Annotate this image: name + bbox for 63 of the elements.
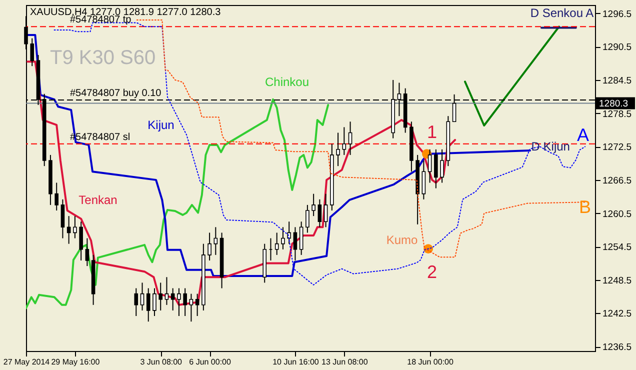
x-tick-label: 10 Jun 16:00 bbox=[272, 358, 320, 366]
y-tick-label: 1266.5 bbox=[602, 175, 632, 186]
y-tick-label: 1236.5 bbox=[602, 342, 632, 354]
candlestick bbox=[312, 193, 316, 217]
candlestick bbox=[336, 132, 340, 167]
annotation: 1 bbox=[426, 122, 438, 142]
annotation: A bbox=[576, 125, 590, 145]
candlestick bbox=[299, 221, 304, 256]
candlestick bbox=[177, 288, 181, 317]
candlestick bbox=[30, 38, 34, 67]
candlestick bbox=[134, 288, 138, 317]
candlestick bbox=[152, 288, 156, 317]
candlestick bbox=[54, 182, 58, 211]
ref-line-label: #54784807 tp bbox=[70, 14, 132, 26]
y-tick-label: 1260.5 bbox=[602, 208, 632, 220]
y-tick-label: 1254.5 bbox=[602, 242, 632, 254]
candlestick bbox=[189, 293, 194, 322]
candlestick bbox=[281, 226, 285, 250]
candlestick bbox=[342, 126, 346, 156]
y-tick-label: 1296.5 bbox=[602, 8, 632, 20]
candlestick bbox=[208, 232, 212, 261]
candlestick bbox=[274, 232, 279, 256]
candlestick bbox=[60, 198, 65, 239]
line-series bbox=[26, 98, 330, 310]
candlestick bbox=[73, 216, 77, 239]
y-tick-label: 1290.5 bbox=[602, 42, 632, 54]
x-tick-label: 27 May 2014 bbox=[3, 358, 50, 366]
annotation: Kumo bbox=[386, 233, 418, 247]
annotation: 2 bbox=[426, 262, 438, 282]
x-tick-label: 6 Jun 00:00 bbox=[189, 358, 232, 366]
annotation: Kijun bbox=[148, 118, 174, 132]
x-tick-label: 13 Jun 08:00 bbox=[322, 358, 368, 366]
x-tick-label: 18 Jun 00:00 bbox=[407, 358, 454, 366]
candlestick bbox=[440, 148, 444, 184]
candlestick bbox=[158, 282, 162, 311]
candlestick bbox=[348, 121, 352, 156]
y-tick-label: 1278.5 bbox=[602, 108, 632, 120]
candlestick bbox=[318, 198, 322, 228]
candlestick bbox=[183, 288, 187, 317]
candlestick bbox=[146, 288, 150, 322]
candlestick bbox=[140, 282, 144, 311]
annotation: Tenkan bbox=[78, 193, 118, 207]
candlestick bbox=[306, 204, 310, 234]
ref-line-label: 1280.3 bbox=[599, 98, 628, 110]
ref-line-label: #54784807 buy 0.10 bbox=[70, 88, 162, 99]
candlestick bbox=[422, 160, 426, 200]
candlestick bbox=[79, 221, 83, 261]
candlestick bbox=[85, 238, 90, 267]
candlestick bbox=[195, 293, 200, 317]
y-tick-label: 1242.5 bbox=[602, 308, 632, 320]
annotation: B bbox=[578, 197, 592, 217]
annotation: T9 K30 S60 bbox=[50, 47, 156, 69]
candlestick bbox=[293, 226, 298, 261]
y-tick-label: 1248.5 bbox=[602, 275, 632, 286]
candlestick bbox=[434, 148, 438, 189]
y-tick-label: 1272.5 bbox=[602, 142, 632, 154]
candlestick bbox=[428, 148, 432, 184]
y-tick-label: 1284.5 bbox=[602, 75, 632, 86]
x-tick-label: 29 May 16:00 bbox=[51, 358, 100, 366]
annotation: Chinkou bbox=[264, 75, 310, 89]
candlestick bbox=[324, 193, 328, 228]
x-tick-label: 3 Jun 08:00 bbox=[140, 358, 183, 366]
annotation: D Senkou A bbox=[530, 6, 594, 20]
